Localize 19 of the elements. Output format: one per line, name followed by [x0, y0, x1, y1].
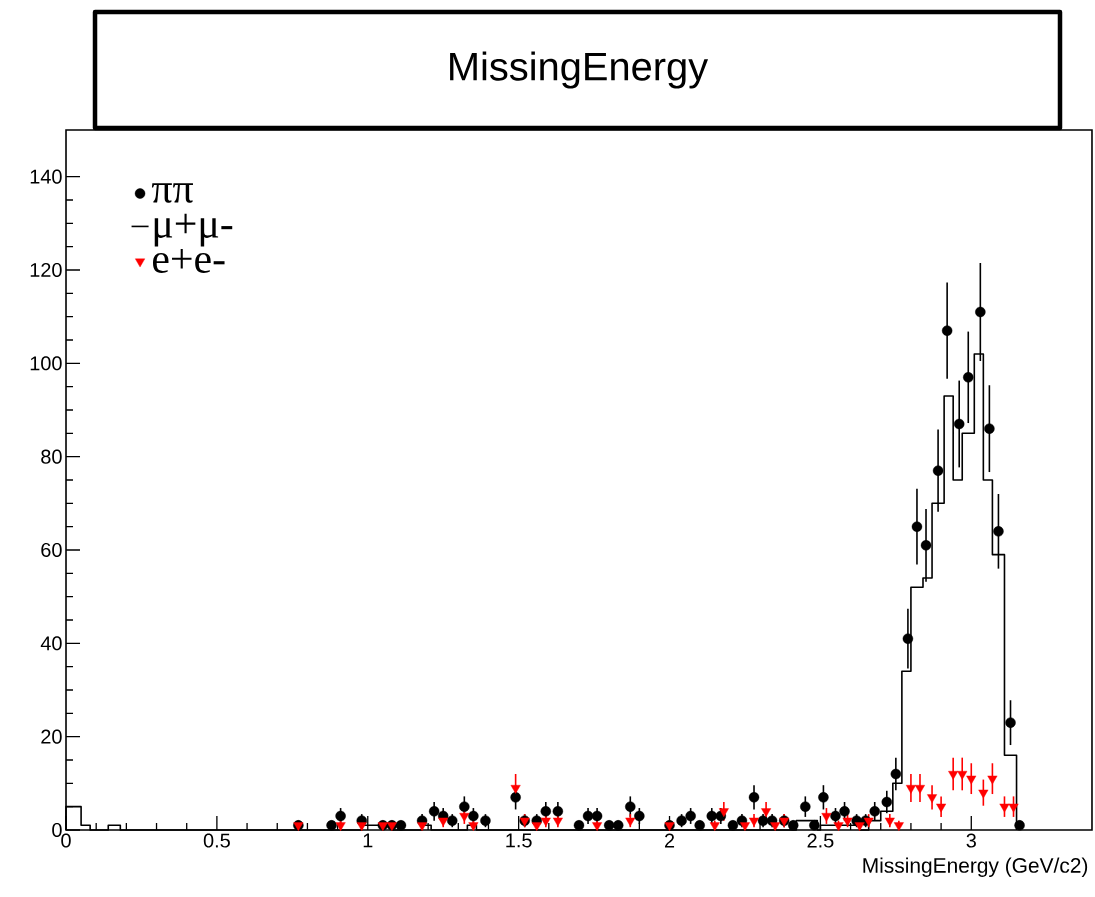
x-tick-label: 1	[363, 833, 373, 848]
y-tick-label: 120	[30, 262, 62, 278]
x-axis-title: MissingEnergy (GeV/c2)	[863, 857, 1088, 878]
y-tick-label: 40	[40, 636, 62, 651]
y-tick-label: 140	[30, 169, 62, 184]
x-tick-label: 0.5	[203, 833, 230, 848]
x-tick-label: 3	[966, 833, 976, 848]
y-tick-label: 20	[41, 729, 62, 744]
y-tick-label: 80	[41, 449, 62, 464]
legend-label: ππ	[151, 183, 193, 203]
chart-title: MissingEnergy	[450, 51, 709, 89]
legend-label: e+e-	[152, 248, 225, 274]
legend-label: μ+μ-	[154, 213, 233, 247]
x-tick-label: 1.5	[506, 833, 532, 848]
x-tick-label: 2.5	[807, 833, 834, 848]
x-tick-label: 2	[664, 833, 675, 848]
y-tick-label: 60	[41, 542, 62, 558]
y-tick-label: 0	[52, 822, 62, 838]
y-tick-label: 100	[30, 356, 62, 371]
